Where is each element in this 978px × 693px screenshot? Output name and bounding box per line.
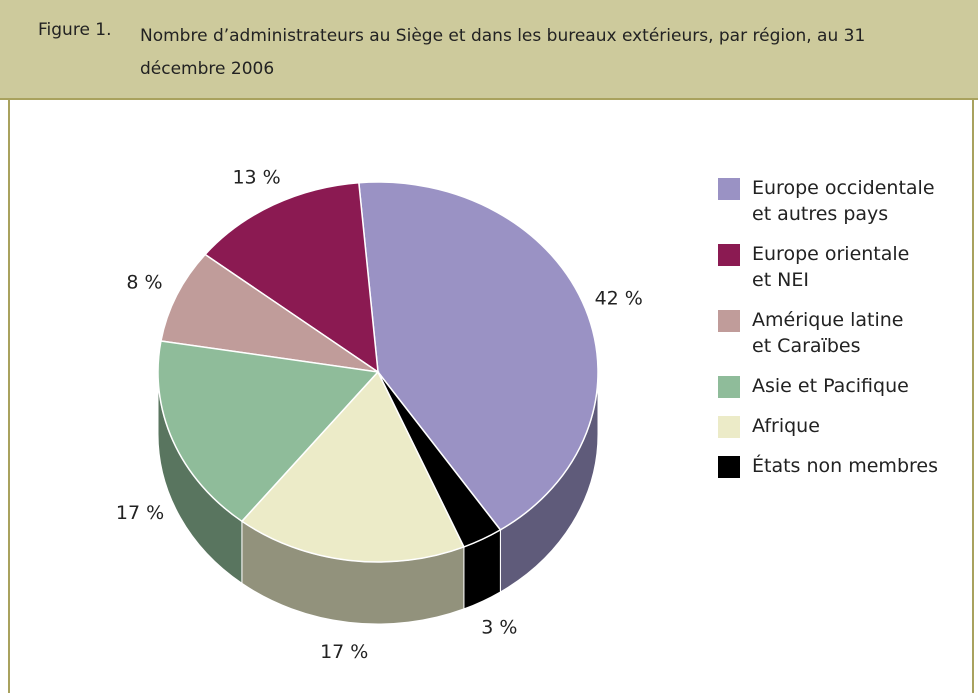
legend-label: Amérique latine et Caraïbes (752, 309, 904, 357)
legend-label: Europe orientale et NEI (752, 243, 910, 291)
pie-slice (203, 181, 379, 374)
data-label: 3 % (481, 616, 517, 638)
legend-item: Europe occidentale et autres pays (718, 175, 938, 227)
data-label: 8 % (126, 272, 162, 294)
legend-item: États non membres (718, 453, 938, 479)
data-label: 42 % (595, 287, 643, 309)
legend-item: Europe orientale et NEI (718, 241, 938, 293)
pie-slice (358, 181, 599, 531)
pie-slice (157, 340, 380, 523)
legend-item: Amérique latine et Caraïbes (718, 307, 938, 359)
data-label: 13 % (232, 167, 280, 189)
pie-slice (160, 253, 379, 373)
legend-item: Asie et Pacifique (718, 373, 938, 399)
data-label: 17 % (320, 641, 368, 663)
legend-item: Afrique (718, 413, 938, 439)
legend-swatch (718, 456, 740, 478)
legend-label: Europe occidentale et autres pays (752, 177, 935, 225)
legend-label: Afrique (752, 415, 820, 437)
frame (8, 0, 974, 693)
data-label: 17 % (116, 502, 164, 524)
chart-title: Nombre d’administrateurs au Siège et dan… (140, 26, 866, 79)
figure-label: Figure 1. (38, 20, 112, 40)
legend-label: Asie et Pacifique (752, 375, 909, 397)
legend-swatch (718, 376, 740, 398)
pie-slice (240, 370, 466, 563)
legend-label: États non membres (752, 455, 938, 477)
legend-swatch (718, 178, 740, 200)
header: Figure 1. Nombre d’administrateurs au Si… (0, 0, 978, 100)
legend: Europe occidentale et autres pays Europe … (718, 175, 938, 493)
legend-swatch (718, 310, 740, 332)
legend-swatch (718, 416, 740, 438)
legend-swatch (718, 244, 740, 266)
pie-slice (377, 371, 502, 548)
